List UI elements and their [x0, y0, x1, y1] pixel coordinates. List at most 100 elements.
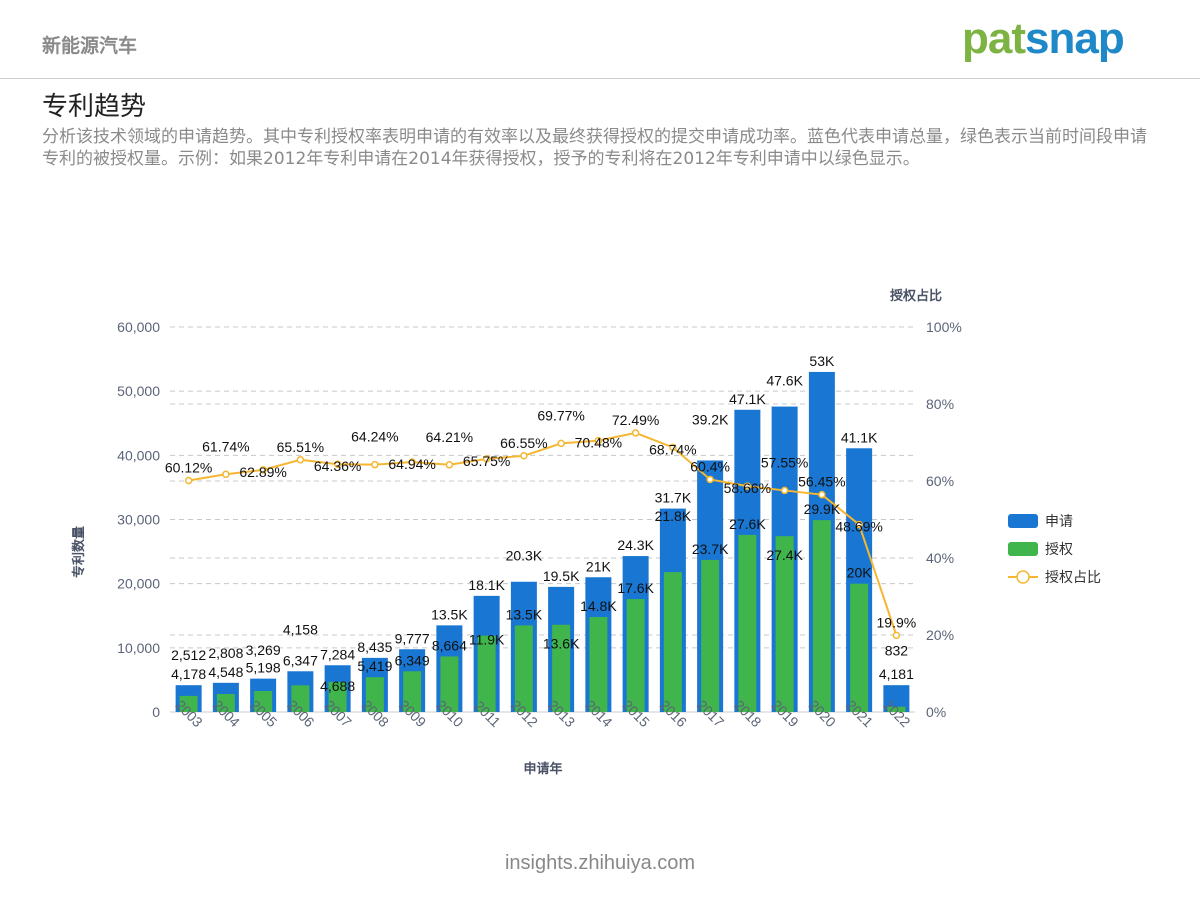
label-applications: 20.3K: [506, 548, 543, 564]
y2-tick-label: 20%: [926, 627, 954, 643]
page-description: 分析该技术领域的申请趋势。其中专利授权率表明申请的有效率以及最终获得授权的提交申…: [42, 127, 1147, 169]
label-applications: 13.5K: [431, 606, 468, 622]
bar-grants: [887, 706, 906, 712]
rate-point: [184, 476, 193, 485]
label-rate: 56.45%: [798, 474, 845, 490]
y-tick-label: 0: [152, 704, 160, 720]
legend-swatch: [1008, 514, 1038, 528]
rate-point: [557, 439, 565, 448]
page-title: 专利趋势: [42, 92, 147, 122]
y-tick-label: 40,000: [117, 447, 160, 463]
rate-point: [669, 443, 677, 452]
label-grants: 17.6K: [617, 580, 654, 596]
label-applications: 4,178: [171, 666, 206, 682]
rate-point: [371, 460, 379, 469]
rate-point: [706, 475, 714, 484]
y2-tick-label: 100%: [926, 319, 962, 335]
rate-point: [222, 470, 230, 479]
label-applications: 19.5K: [543, 568, 580, 584]
rate-point: [333, 460, 342, 468]
label-applications: 18.1K: [468, 577, 505, 593]
legend-label: 授权占比: [1045, 570, 1101, 586]
label-rate: 70.48%: [575, 435, 622, 451]
label-applications: 5,198: [246, 660, 281, 676]
rate-point: [445, 461, 454, 469]
label-rate: 65.75%: [463, 453, 510, 469]
y-tick-label: 30,000: [117, 512, 160, 528]
label-rate: 60.12%: [165, 460, 212, 476]
legend-item[interactable]: 授权占比: [1008, 570, 1101, 586]
label-grants: 5,419: [357, 658, 392, 674]
header-divider: [0, 78, 1200, 79]
bar-grants: [589, 617, 608, 712]
footer-url: insights.zhihuiya.com: [504, 852, 696, 874]
label-rate: 64.36%: [314, 458, 361, 474]
label-grants: 8,664: [432, 637, 467, 653]
y-axis-title: 专利数量: [71, 526, 87, 578]
label-applications: 9,777: [395, 630, 430, 646]
bar-grants: [440, 656, 459, 712]
x-axis-title: 申请年: [523, 761, 562, 777]
bar-grants: [775, 536, 794, 712]
label-applications: 53K: [809, 353, 835, 369]
label-rate: 64.24%: [351, 429, 398, 445]
label-grants: 29.9K: [804, 501, 841, 517]
bar-grants: [552, 624, 571, 712]
label-applications: 21K: [586, 558, 612, 574]
bar-grants: [328, 681, 347, 712]
label-applications: 24.3K: [617, 537, 654, 553]
legend-label: 申请: [1045, 514, 1073, 530]
label-grants: 21.8K: [655, 508, 692, 524]
label-grants: 2,512: [171, 647, 206, 663]
rate-point: [780, 486, 789, 495]
label-rate: 62.89%: [239, 464, 286, 480]
y-tick-label: 10,000: [117, 640, 160, 656]
rate-point: [259, 466, 267, 474]
label-grants: 27.6K: [729, 516, 766, 532]
rate-point: [818, 490, 826, 499]
label-grants: 6,349: [395, 652, 430, 668]
bar-grants: [663, 572, 682, 712]
label-applications: 47.6K: [766, 373, 803, 389]
label-applications: 41.1K: [841, 429, 878, 445]
label-applications: 6,347: [283, 652, 318, 668]
label-rate: 19.9%: [877, 614, 917, 630]
y2-axis-title: 授权占比: [890, 288, 942, 304]
label-rate: 64.21%: [426, 429, 473, 445]
label-rate: 48.69%: [835, 519, 882, 535]
label-grants: 20K: [847, 565, 873, 581]
label-grants: 13.5K: [506, 606, 543, 622]
legend-item[interactable]: 申请: [1008, 514, 1073, 530]
bar-grants: [514, 625, 533, 712]
legend-item[interactable]: 授权: [1008, 542, 1073, 558]
rate-point: [855, 520, 863, 529]
label-rate: 72.49%: [612, 412, 659, 428]
y2-tick-label: 0%: [926, 704, 946, 720]
bar-grants: [179, 695, 198, 712]
rate-point: [594, 436, 603, 445]
label-applications: 8,435: [357, 639, 392, 655]
legend-swatch-point: [1016, 570, 1030, 584]
label-rate: 58.66%: [724, 480, 771, 496]
patsnap-logo: patsnap: [962, 14, 1125, 63]
bar-grants: [365, 677, 384, 712]
label-rate: 66.55%: [500, 435, 547, 451]
rate-point: [520, 452, 528, 460]
rate-point: [408, 458, 416, 466]
bar-grants: [254, 691, 273, 712]
label-grants: 2,808: [208, 645, 243, 661]
label-rate: 68.74%: [649, 441, 696, 457]
label-grants: 4,158: [283, 621, 318, 637]
label-applications: 4,548: [208, 664, 243, 680]
bar-grants: [291, 685, 310, 712]
y2-tick-label: 80%: [926, 396, 954, 412]
rate-point: [296, 456, 305, 464]
label-rate: 69.77%: [537, 407, 584, 423]
label-rate: 61.74%: [202, 438, 249, 454]
label-grants: 27.4K: [766, 547, 803, 563]
label-grants: 23.7K: [692, 541, 729, 557]
label-applications: 47.1K: [729, 391, 766, 407]
legend-swatch: [1008, 542, 1038, 556]
label-rate: 64.94%: [388, 456, 435, 472]
